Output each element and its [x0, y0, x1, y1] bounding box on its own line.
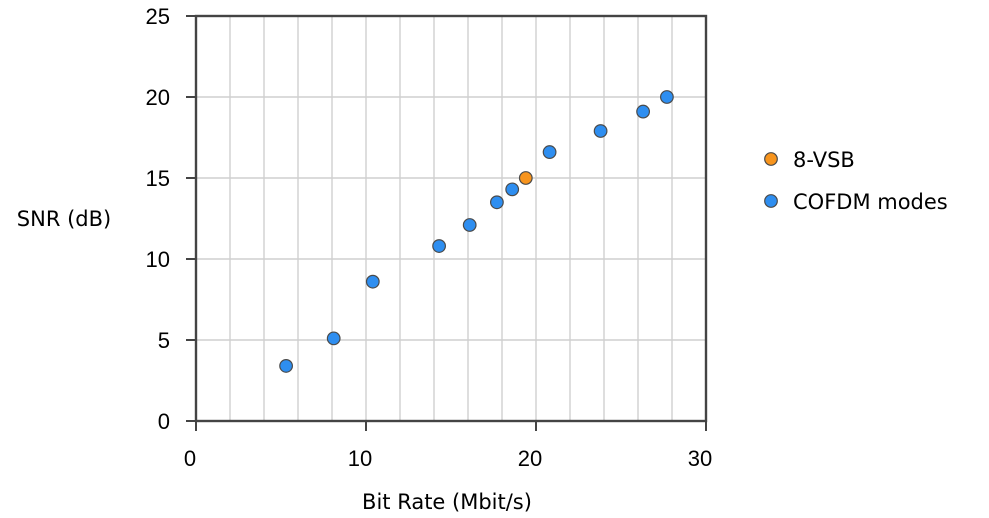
- y-tick-label: 10: [146, 247, 170, 272]
- legend-marker: [764, 152, 778, 166]
- x-tick-label: 30: [688, 446, 712, 471]
- legend-label: 8-VSB: [793, 148, 855, 172]
- legend-label: COFDM modes: [793, 190, 948, 214]
- data-point-cofdm-modes: [432, 239, 447, 253]
- plot-area-frame: [194, 14, 708, 423]
- axis-ticks: 0 10 20 30 0 5 10 15 20 25: [146, 4, 713, 471]
- data-point-8-vsb: [518, 171, 533, 185]
- data-point-cofdm-modes: [636, 104, 650, 119]
- legend: 8-VSB COFDM modes: [764, 148, 948, 214]
- data-point-cofdm-modes: [326, 331, 341, 346]
- data-point-cofdm-modes: [490, 195, 504, 210]
- y-tick-label: 20: [146, 85, 170, 110]
- y-tick-label: 0: [158, 409, 170, 434]
- x-tick-label: 20: [518, 446, 542, 471]
- grid: [196, 16, 706, 421]
- x-tick-label: 10: [348, 446, 372, 471]
- legend-marker: [764, 194, 778, 208]
- data-point-cofdm-modes: [365, 274, 380, 289]
- data-point-cofdm-modes: [505, 182, 520, 197]
- x-axis-label: Bit Rate (Mbit/s): [362, 490, 532, 514]
- y-axis-label: SNR (dB): [17, 207, 111, 231]
- data-point-cofdm-modes: [660, 90, 674, 104]
- data-point-cofdm-modes: [279, 359, 294, 373]
- y-tick-label: 15: [146, 166, 170, 191]
- data-point-cofdm-modes: [542, 145, 557, 159]
- data-points: [279, 90, 674, 373]
- y-tick-label: 5: [158, 328, 170, 353]
- x-tick-label: 0: [184, 446, 196, 471]
- data-point-cofdm-modes: [462, 218, 477, 232]
- data-point-cofdm-modes: [593, 124, 608, 138]
- y-tick-label: 25: [146, 4, 170, 29]
